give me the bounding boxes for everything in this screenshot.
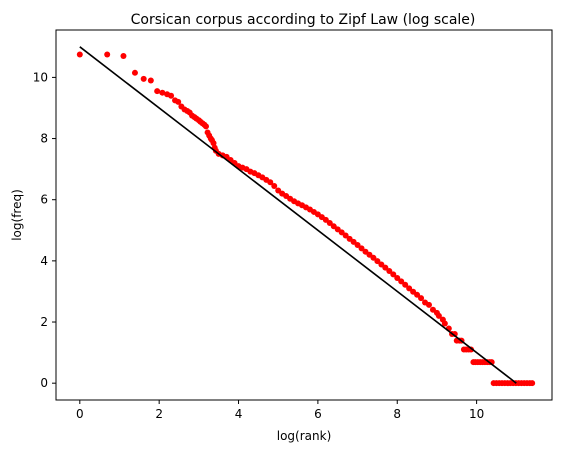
- x-tick-label: 4: [235, 407, 243, 421]
- data-point: [386, 267, 393, 274]
- data-point: [104, 51, 111, 58]
- data-point: [140, 75, 147, 82]
- data-point: [210, 140, 217, 147]
- y-tick-label: 10: [33, 70, 48, 84]
- plot-area: [76, 46, 536, 387]
- data-point: [390, 271, 397, 278]
- x-axis-label: log(rank): [277, 429, 332, 443]
- data-point: [76, 51, 83, 58]
- data-point: [342, 232, 349, 239]
- data-point: [425, 301, 432, 308]
- x-axis: 0 2 4 6 8 10: [76, 400, 484, 421]
- data-point: [435, 312, 442, 319]
- y-tick-label: 0: [40, 376, 48, 390]
- data-point: [131, 69, 138, 76]
- data-point: [159, 89, 166, 96]
- data-point: [326, 219, 333, 226]
- data-point: [441, 320, 448, 327]
- fit-line: [79, 46, 517, 384]
- data-point: [202, 123, 209, 130]
- y-axis-label: log(freq): [10, 189, 24, 241]
- x-tick-label: 0: [76, 407, 84, 421]
- y-axis: 0 2 4 6 8 10: [33, 70, 56, 390]
- y-tick-label: 8: [40, 132, 48, 146]
- data-point: [414, 291, 421, 298]
- data-point: [529, 380, 536, 387]
- data-point: [120, 52, 127, 59]
- data-point: [370, 254, 377, 261]
- x-tick-label: 8: [393, 407, 401, 421]
- data-point: [267, 179, 274, 186]
- data-point: [354, 241, 361, 248]
- data-point: [394, 274, 401, 281]
- x-tick-label: 10: [469, 407, 484, 421]
- data-point: [168, 92, 175, 99]
- data-point: [374, 258, 381, 265]
- data-point: [271, 182, 278, 189]
- data-point: [382, 264, 389, 271]
- data-point: [175, 98, 182, 105]
- axes-frame: [55, 29, 553, 401]
- data-point: [406, 285, 413, 292]
- data-point: [358, 245, 365, 252]
- data-point: [398, 278, 405, 285]
- data-point: [147, 77, 154, 84]
- x-tick-label: 2: [155, 407, 163, 421]
- data-point: [402, 281, 409, 288]
- data-point: [418, 295, 425, 302]
- y-tick-label: 6: [40, 193, 48, 207]
- y-tick-label: 2: [40, 315, 48, 329]
- y-tick-label: 4: [40, 254, 48, 268]
- x-tick-label: 6: [314, 407, 322, 421]
- chart-title: Corsican corpus according to Zipf Law (l…: [131, 12, 476, 28]
- data-point: [154, 88, 161, 95]
